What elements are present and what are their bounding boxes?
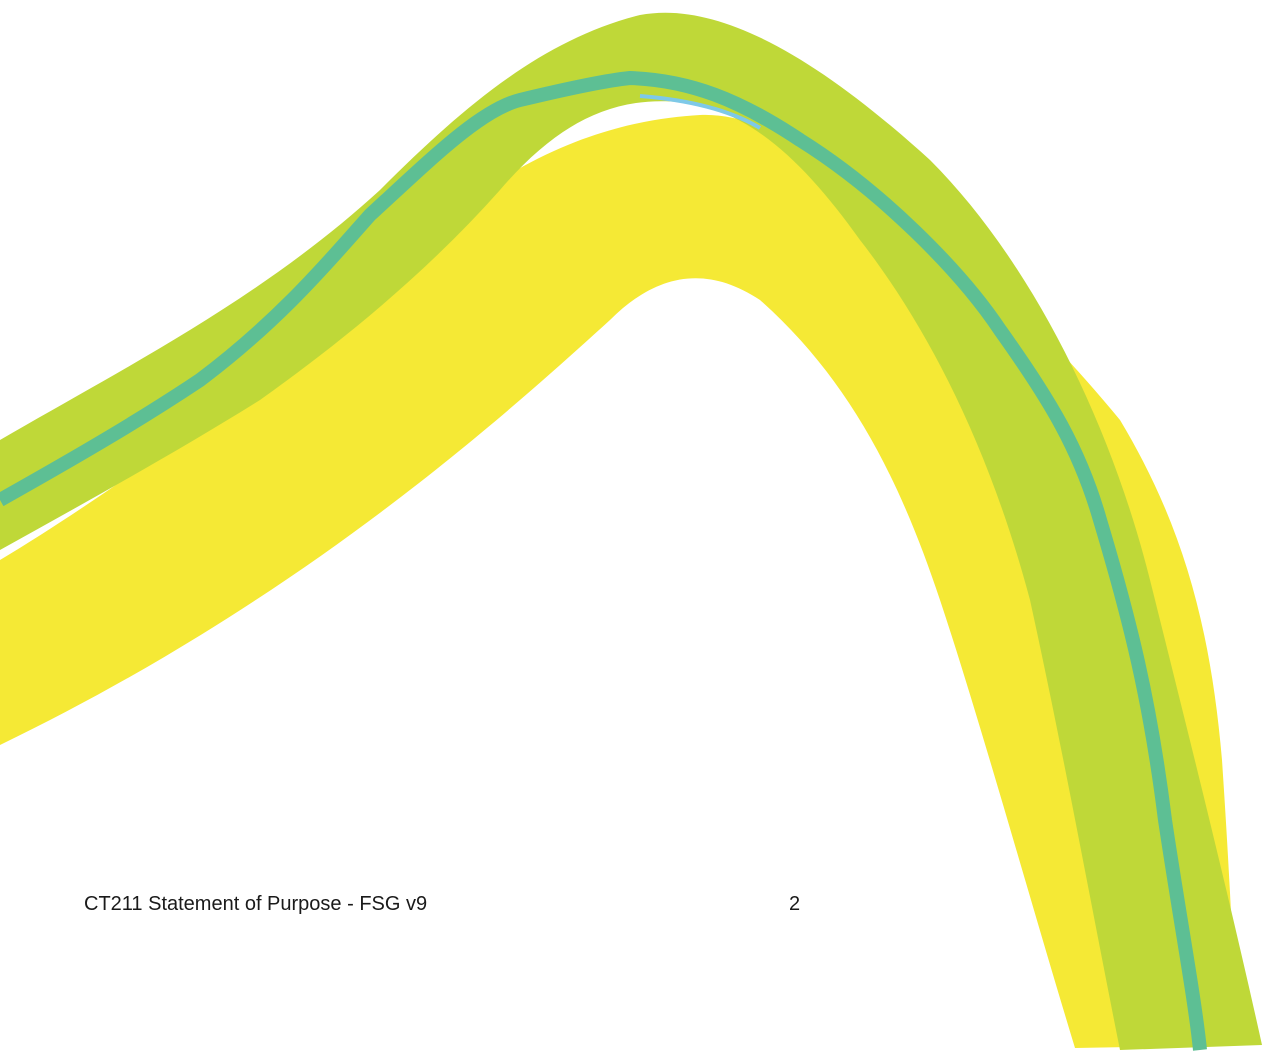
teal-line	[0, 70, 1207, 1051]
footer-title: CT211 Statement of Purpose - FSG v9	[84, 893, 428, 915]
page-number: 2	[789, 893, 801, 915]
blue-line	[639, 94, 762, 130]
